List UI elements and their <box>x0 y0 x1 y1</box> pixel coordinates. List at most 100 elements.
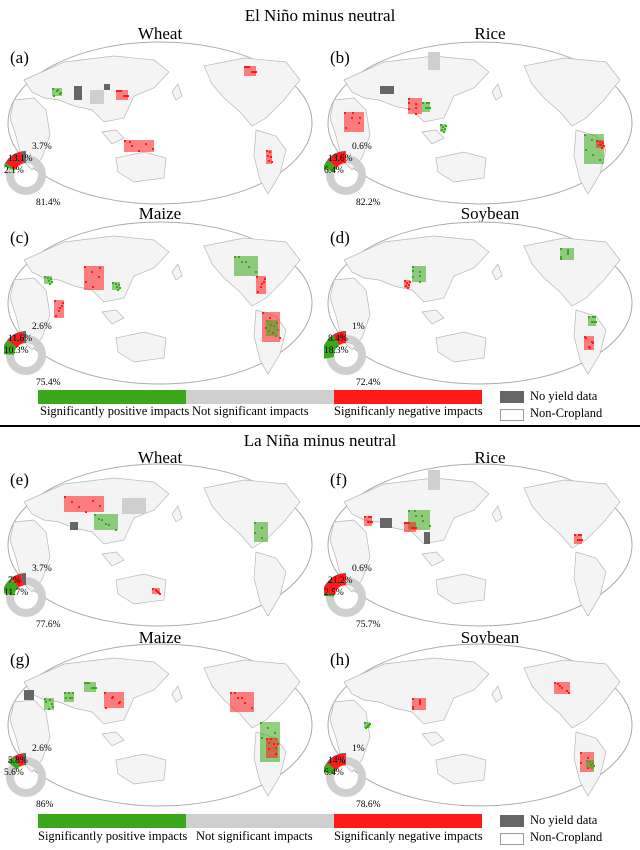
donut-wedge-nodata <box>22 331 26 344</box>
legend-bar-negative-2 <box>334 814 482 828</box>
continent-outline <box>115 331 167 363</box>
donut-wedge-negative <box>332 331 346 346</box>
crop-title-g: Maize <box>138 628 182 647</box>
impact-region-negative <box>230 692 254 712</box>
impact-region-negative <box>404 522 417 532</box>
legend-label-positive-2: Significantly positive impacts <box>38 829 188 843</box>
panel-letter-b: (b) <box>330 48 350 67</box>
donut-label-nodata: 2.6% <box>32 322 52 332</box>
donut-label-notsig: 72.4% <box>356 378 381 386</box>
donut-label-notsig: 86% <box>36 800 54 808</box>
impact-donut: 2.6% 5.8% 5.6% 86% <box>4 744 54 808</box>
crop-title-e: Wheat <box>137 448 183 467</box>
donut-label-positive: 2.1% <box>4 166 24 176</box>
continent-outline <box>171 685 183 703</box>
continent-outline <box>435 753 487 785</box>
impact-region-nodata <box>24 690 34 700</box>
donut-label-nodata: 3.7% <box>32 142 52 152</box>
donut-wedge-negative <box>13 753 25 767</box>
continent-outline <box>343 55 490 123</box>
donut-wedge-nodata <box>20 151 26 164</box>
impact-region-nodata <box>380 86 394 94</box>
impact-region-positive <box>234 256 258 276</box>
donut-label-notsig: 81.4% <box>36 198 61 206</box>
continent-outline <box>101 129 125 145</box>
donut-wedge-positive <box>4 339 17 355</box>
impact-region-negative <box>244 66 257 76</box>
donut-wedge-positive <box>4 163 16 171</box>
continent-outline <box>203 57 301 127</box>
donut-label-positive: 6.4% <box>324 768 344 778</box>
world-map-rice-el-nino: 0.6% 13.6% 6.4% 82.2% <box>324 41 633 206</box>
impact-region-notsig <box>122 498 146 514</box>
continent-outline <box>491 685 503 703</box>
donut-wedge-negative <box>326 753 346 770</box>
impact-donut: 0.6% 21.2% 2.5% 75.7% <box>324 564 381 628</box>
crop-title-a: Wheat <box>137 24 183 43</box>
section-divider <box>0 425 640 427</box>
legend-label-negative: Significanly negative impacts <box>334 404 483 418</box>
donut-wedge-negative <box>324 573 346 595</box>
impact-region-negative <box>266 738 279 758</box>
panel-letter-h: (h) <box>330 650 350 669</box>
impact-region-positive <box>112 282 121 291</box>
impact-region-nodata <box>424 532 430 544</box>
legend-swatch-noncrop-2 <box>500 833 524 845</box>
world-map-soybean-el-nino: 1% 8.4% 18.3% 72.4% <box>324 221 633 386</box>
legend-bar-positive-2 <box>38 814 186 828</box>
continent-outline <box>523 479 621 549</box>
section-title-la-nina: La Niña minus neutral <box>243 431 397 450</box>
legend-label-negative-2: Significanly negative impacts <box>334 829 483 843</box>
donut-label-notsig: 82.2% <box>356 198 381 206</box>
donut-label-positive: 2.5% <box>324 588 344 598</box>
crop-title-d: Soybean <box>460 204 520 223</box>
donut-label-notsig: 78.6% <box>356 800 381 808</box>
legend-label-positive: Significantly positive impacts <box>40 404 190 418</box>
impact-region-nodata <box>380 518 392 528</box>
impact-donut: 1% 14% 6.4% 78.6% <box>324 744 381 808</box>
world-map-maize-la-nina: 2.6% 5.8% 5.6% 86% <box>4 643 313 808</box>
continent-outline <box>523 57 621 127</box>
donut-label-positive: 5.6% <box>4 768 24 778</box>
continent-outline <box>115 753 167 785</box>
donut-label-nodata: 3.7% <box>32 564 52 574</box>
donut-label-nodata: 0.6% <box>352 564 372 574</box>
continent-outline <box>343 657 490 725</box>
donut-label-negative: 21.2% <box>328 576 353 586</box>
donut-label-notsig: 75.4% <box>36 378 61 386</box>
legend-label-notsig: Not significant impacts <box>192 404 309 418</box>
legend-swatch-nodata <box>500 391 524 403</box>
donut-label-positive: 10.3% <box>4 346 29 356</box>
donut-label-notsig: 75.7% <box>356 620 381 628</box>
impact-region-negative <box>54 300 64 318</box>
world-map-rice-la-nina: 0.6% 21.2% 2.5% 75.7% <box>324 463 633 628</box>
donut-wedge-positive <box>4 578 19 596</box>
impact-region-positive <box>266 320 279 337</box>
legend-swatch-nodata-2 <box>500 815 524 827</box>
continent-outline <box>435 151 487 183</box>
impact-region-positive <box>44 698 54 710</box>
donut-label-negative: 14% <box>328 756 346 766</box>
continent-outline <box>421 731 445 747</box>
donut-wedge-nodata <box>345 573 346 586</box>
continent-outline <box>101 309 125 325</box>
impact-region-nodata <box>104 84 110 90</box>
impact-region-positive <box>254 522 268 542</box>
impact-region-negative <box>256 276 266 294</box>
donut-label-negative: 8.4% <box>328 334 348 344</box>
impact-region-positive <box>412 266 426 283</box>
continent-outline <box>491 263 503 281</box>
donut-label-nodata: 0.6% <box>352 142 372 152</box>
donut-label-negative: 11.6% <box>8 334 32 344</box>
donut-label-nodata: 1% <box>352 744 365 754</box>
impact-region-positive <box>94 514 118 531</box>
impact-donut: 3.7% 13.1% 2.1% 81.4% <box>4 142 61 206</box>
impact-region-negative <box>596 140 605 149</box>
donut-label-positive: 18.3% <box>324 346 349 356</box>
donut-wedge-positive <box>7 756 20 770</box>
impact-region-notsig <box>90 90 104 104</box>
donut-wedge-negative <box>5 151 24 170</box>
legend-label-noncrop-2: Non-Cropland <box>530 830 603 844</box>
donut-wedge-nodata <box>344 753 346 766</box>
impact-region-positive <box>64 692 74 702</box>
